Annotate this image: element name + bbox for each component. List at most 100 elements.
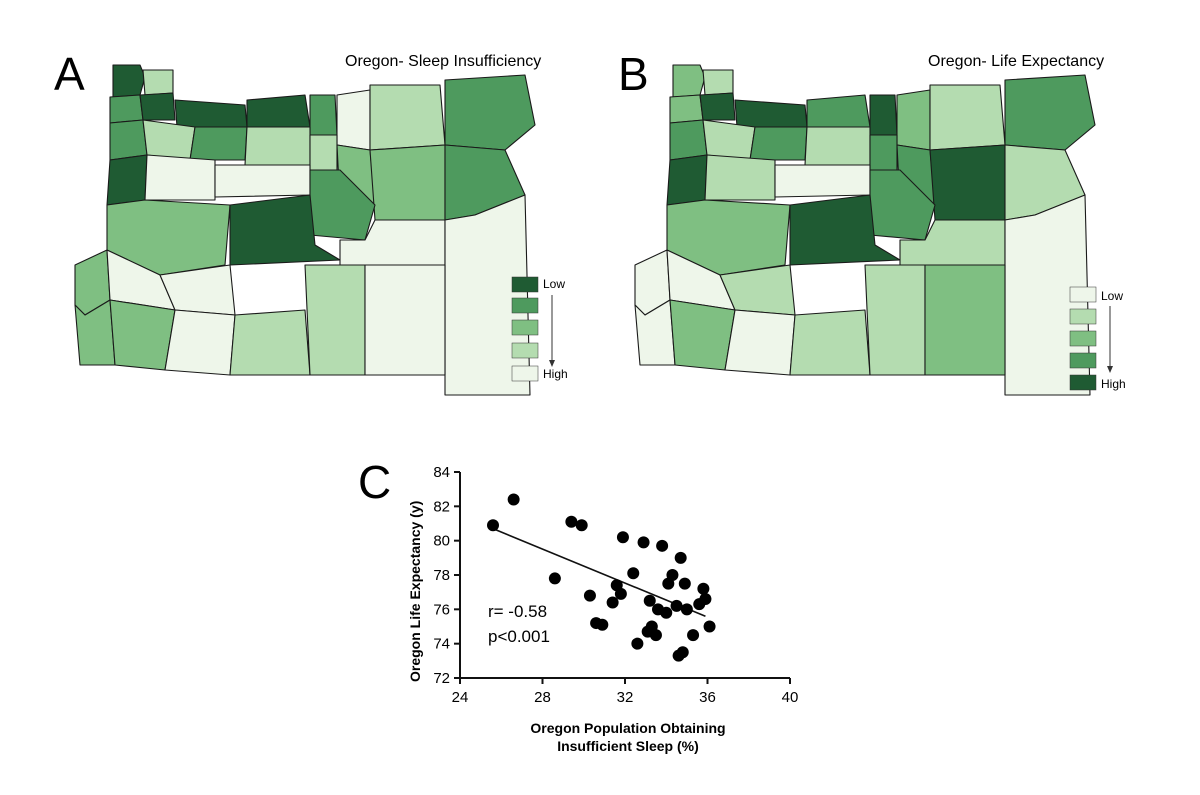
x-tick-label: 28 [534, 689, 551, 706]
county-region [864, 264, 926, 376]
county-region [112, 64, 146, 98]
county-region [369, 144, 446, 221]
scatter-point [656, 539, 669, 552]
y-tick-label: 80 [433, 533, 450, 550]
county-region [109, 299, 176, 371]
county-region [369, 84, 446, 151]
legend-a-swatch [511, 319, 539, 336]
county-region [669, 94, 704, 124]
x-axis-label-line1: Oregon Population Obtaining [530, 720, 725, 736]
county-region [336, 89, 371, 151]
x-tick-label: 32 [617, 689, 634, 706]
county-region [444, 194, 531, 396]
scatter-point [616, 531, 629, 544]
county-region [142, 119, 196, 161]
legend-b-swatch [1069, 286, 1097, 303]
legend-a-high: High [543, 367, 568, 381]
county-region [246, 94, 311, 128]
county-region [109, 94, 144, 124]
county-region [309, 94, 338, 136]
y-axis-label: Oregon Life Expectancy (y) [407, 501, 423, 682]
scatter-point [596, 618, 609, 631]
county-region [444, 74, 536, 151]
scatter-point [507, 493, 520, 506]
scatter-point [674, 551, 687, 564]
county-region [704, 154, 776, 201]
scatter-point [565, 515, 578, 528]
legend-b-high: High [1101, 377, 1126, 391]
legend-a-arrowhead [549, 360, 555, 367]
x-tick-label: 36 [699, 689, 716, 706]
county-region [869, 94, 898, 136]
x-axis-label-line2: Insufficient Sleep (%) [557, 738, 699, 754]
county-region [734, 99, 808, 128]
legend-b: Low High [1069, 286, 1126, 391]
y-tick-label: 72 [433, 670, 450, 687]
legend-a-low: Low [543, 277, 565, 291]
county-region [174, 99, 248, 128]
scatter-point [699, 593, 712, 606]
correlation-r: r= -0.58 [488, 602, 547, 621]
scatter-point [680, 603, 693, 616]
scatter-point [487, 519, 499, 532]
county-region [702, 119, 756, 161]
county-region [106, 154, 148, 206]
county-region [869, 134, 898, 171]
county-region [774, 164, 871, 198]
county-region [672, 64, 706, 98]
legend-a-swatch [511, 297, 539, 314]
legend-b-arrowhead [1107, 366, 1113, 373]
legend-a-swatch [511, 365, 539, 382]
y-tick-label: 78 [433, 567, 450, 584]
scatter-point [614, 587, 627, 600]
county-region [789, 194, 901, 266]
legend-b-swatch [1069, 330, 1097, 347]
scatter-point [575, 519, 588, 532]
scatter-point [687, 629, 700, 642]
scatter-points [487, 493, 716, 662]
scatter-point [649, 629, 662, 642]
county-region [666, 154, 708, 206]
scatter-point [697, 582, 710, 595]
legend-b-swatch [1069, 352, 1097, 369]
panel-a: A Oregon- Sleep Insufficiency Low High [54, 48, 568, 396]
county-region [702, 69, 734, 96]
county-region [364, 264, 446, 376]
legend-b-swatch [1069, 308, 1097, 325]
regression-line [492, 527, 706, 617]
county-region [214, 164, 311, 198]
county-region [189, 126, 248, 161]
county-region [309, 134, 338, 171]
county-region [142, 69, 174, 96]
county-region [699, 92, 736, 121]
scatter-point [676, 646, 689, 659]
scatter-point [643, 594, 656, 607]
scatter-axes: 72 74 76 78 80 82 84 24 28 32 36 40 [433, 464, 798, 706]
scatter-point [583, 589, 596, 602]
panel-b-title: Oregon- Life Expectancy [928, 53, 1104, 70]
legend-b-swatch [1069, 374, 1097, 391]
county-region [669, 299, 736, 371]
county-region [806, 94, 871, 128]
y-tick-label: 74 [433, 636, 450, 653]
county-region [896, 89, 931, 151]
scatter-point [631, 637, 644, 650]
county-region [789, 309, 871, 376]
oregon-map-sleep [74, 64, 536, 396]
panel-c: C 72 74 76 78 80 82 84 24 28 32 36 40 Oregon Life E… [358, 456, 798, 754]
county-region [244, 126, 311, 166]
scatter-point [627, 567, 640, 580]
panel-a-title: Oregon- Sleep Insufficiency [345, 53, 541, 70]
legend-a: Low High [511, 276, 568, 382]
y-tick-label: 76 [433, 601, 450, 618]
scatter-point [703, 620, 716, 633]
legend-a-swatch [511, 342, 539, 359]
x-tick-label: 40 [782, 689, 799, 706]
scatter-point [666, 569, 679, 581]
scatter-point [548, 572, 561, 585]
scatter-point [606, 596, 619, 609]
county-region [749, 126, 808, 161]
scatter-point [670, 599, 683, 612]
scatter-point [637, 536, 650, 549]
county-region [164, 309, 236, 376]
